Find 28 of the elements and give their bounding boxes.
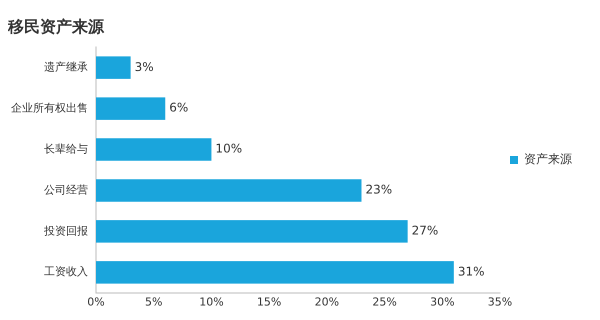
legend-label: 资产来源 xyxy=(524,152,572,166)
data-label: 31% xyxy=(458,264,484,278)
bar xyxy=(96,97,166,120)
chart-title: 移民资产来源 xyxy=(7,16,105,36)
data-label: 6% xyxy=(169,100,188,115)
bar xyxy=(96,179,362,202)
y-tick-label: 企业所有权出售 xyxy=(11,101,88,114)
y-tick-label: 遗产继承 xyxy=(44,60,88,74)
bar xyxy=(96,138,212,161)
x-tick-label: 15% xyxy=(256,295,282,308)
data-label: 27% xyxy=(412,224,438,238)
bar xyxy=(96,56,131,79)
x-tick-label: 5% xyxy=(144,295,162,308)
x-tick-label: 0% xyxy=(87,295,105,308)
bar xyxy=(96,220,408,243)
x-tick-label: 20% xyxy=(314,295,340,308)
bar xyxy=(96,261,454,284)
y-tick-label: 长辈给与 xyxy=(44,142,88,156)
x-tick-label: 35% xyxy=(488,295,512,308)
x-tick-label: 25% xyxy=(372,295,397,308)
x-tick-label: 10% xyxy=(199,295,224,308)
y-tick-label: 公司经营 xyxy=(44,183,88,196)
y-tick-label: 工资收入 xyxy=(44,265,88,278)
data-label: 3% xyxy=(134,60,154,74)
data-label: 10% xyxy=(215,142,242,156)
data-label: 23% xyxy=(365,182,392,197)
y-tick-label: 投资回报 xyxy=(43,224,88,238)
x-tick-label: 30% xyxy=(430,295,455,308)
